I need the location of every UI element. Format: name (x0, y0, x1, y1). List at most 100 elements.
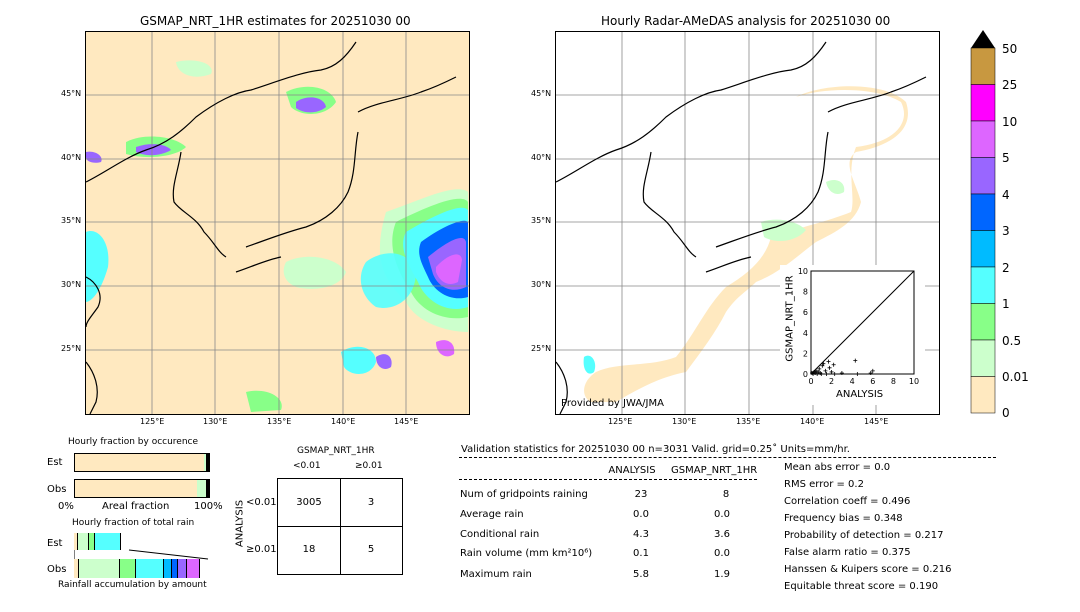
scatter-point (823, 368, 828, 373)
occ-est-segment-2 (206, 454, 209, 471)
occurrence-xlabel: Areal fraction (102, 501, 170, 512)
validation-row-analysis-4: 5.8 (633, 569, 649, 580)
contingency-cell-01: 3 (367, 497, 375, 508)
occ-est-segment-1 (203, 454, 207, 471)
left-map (85, 31, 470, 415)
colorbar-swatch-5 (970, 230, 996, 268)
total-rain-xlabel: Rainfall accumulation by amount (58, 580, 207, 590)
scatter-xtick: 8 (891, 377, 896, 386)
scatter-point (853, 358, 858, 363)
contingency-table: 3005 3 18 5 (277, 478, 403, 575)
scatter-point (824, 372, 829, 376)
total-rain-connector (74, 549, 209, 560)
right-lon-135: 135°E (736, 417, 761, 426)
scatter-point (813, 370, 818, 375)
occurrence-est-bar (74, 453, 210, 472)
left-lon-135: 135°E (267, 417, 292, 426)
contingency-title: GSMAP_NRT_1HR (297, 446, 375, 456)
scatter-xtick: 10 (909, 377, 919, 386)
validation-row-gsmap-1: 0.0 (714, 509, 730, 520)
tr-obs-segment-1 (79, 559, 120, 578)
score-ets: Equitable threat score = 0.190 (784, 581, 939, 592)
contingency-row-axis: ANALYSIS (234, 499, 246, 548)
cb-label-0.01: 0.01 (1002, 370, 1029, 384)
scatter-plot: 0 2 4 6 8 10 0 2 4 6 8 10 (798, 267, 919, 386)
rain-field (86, 60, 468, 412)
right-lat-30: 30°N (531, 280, 552, 289)
occurrence-obs-label: Obs (47, 484, 67, 495)
cb-label-50: 50 (1002, 42, 1018, 56)
right-lat-35: 35°N (531, 216, 552, 225)
total-rain-obs-bar (74, 559, 208, 578)
left-lat-25: 25°N (61, 344, 82, 353)
scatter-ytick: 8 (803, 288, 808, 297)
scatter-ytick: 10 (798, 267, 808, 276)
right-map-credit: Provided by JWA/JMA (561, 398, 664, 409)
cb-label-0: 0 (1002, 406, 1010, 420)
validation-col-rule (459, 479, 757, 480)
scatter-point (832, 372, 837, 376)
validation-row-label-1: Average rain (460, 509, 524, 520)
colorbar-swatch-1 (970, 84, 996, 122)
score-rmse: RMS error = 0.2 (784, 479, 864, 490)
validation-row-gsmap-0: 8 (722, 489, 730, 500)
validation-row-label-2: Conditional rain (460, 529, 540, 540)
scatter-point (831, 362, 836, 367)
left-lat-30: 30°N (61, 280, 82, 289)
left-lat-35: 35°N (61, 216, 82, 225)
right-lon-140: 140°E (800, 417, 825, 426)
tr-obs-segment-4 (163, 559, 172, 578)
scatter-xtick: 2 (829, 377, 834, 386)
validation-row-label-4: Maximum rain (460, 569, 532, 580)
coastlines-right (556, 41, 927, 414)
colorbar-swatch-4 (970, 193, 996, 231)
scatter-point (855, 372, 860, 376)
occurrence-est-label: Est (47, 457, 63, 468)
right-lat-40: 40°N (531, 153, 552, 162)
scatter-ylabel: GSMAP_NRT_1HR (784, 275, 796, 362)
tr-est-segment-0 (74, 533, 79, 550)
left-lon-145: 145°E (394, 417, 419, 426)
occurrence-x0: 0% (58, 501, 74, 512)
contingency-col-ge: ≥0.01 (355, 461, 383, 471)
colorbar (970, 30, 996, 414)
score-mae: Mean abs error = 0.0 (784, 462, 891, 473)
right-lat-45: 45°N (531, 89, 552, 98)
right-lon-130: 130°E (672, 417, 697, 426)
contingency-row-lt: <0.01 (246, 497, 277, 508)
validation-col-gsmap: GSMAP_NRT_1HR (671, 465, 758, 476)
scatter-point (870, 368, 875, 373)
validation-row-gsmap-2: 3.6 (714, 529, 730, 540)
validation-header: Validation statistics for 20251030 00 n=… (461, 444, 850, 455)
cb-label-2: 2 (1002, 261, 1010, 275)
total-rain-est-bar (74, 533, 208, 550)
cb-label-5: 5 (1002, 151, 1010, 165)
left-map-title: GSMAP_NRT_1HR estimates for 20251030 00 (140, 14, 411, 28)
total-rain-title: Hourly fraction of total rain (72, 518, 195, 528)
left-lon-125: 125°E (140, 417, 165, 426)
validation-header-rule (459, 457, 996, 458)
scatter-point (826, 359, 831, 364)
scatter-point (819, 372, 824, 376)
colorbar-swatch-3 (970, 157, 996, 195)
left-lat-40: 40°N (61, 153, 82, 162)
cb-label-0.5: 0.5 (1002, 334, 1022, 348)
scatter-point (820, 363, 825, 368)
occ-est-segment-0 (75, 454, 204, 471)
cb-label-25: 25 (1002, 78, 1018, 92)
occurrence-title: Hourly fraction by occurence (68, 437, 199, 447)
validation-row-gsmap-3: 0.0 (714, 548, 730, 559)
scatter-point (821, 361, 826, 366)
contingency-row-ge: ≥0.01 (246, 544, 277, 555)
scatter-point (868, 370, 873, 375)
score-hk: Hanssen & Kuipers score = 0.216 (784, 564, 952, 575)
scatter-ytick: 2 (803, 349, 808, 358)
colorbar-swatch-6 (970, 266, 996, 304)
validation-row-analysis-0: 23 (634, 489, 648, 500)
occurrence-x100: 100% (194, 501, 223, 512)
tr-est-segment-3 (95, 533, 121, 550)
colorbar-swatch-2 (970, 120, 996, 158)
coastlines (86, 41, 457, 414)
contingency-cell-11: 5 (367, 544, 375, 555)
score-pod: Probability of detection = 0.217 (784, 530, 944, 541)
